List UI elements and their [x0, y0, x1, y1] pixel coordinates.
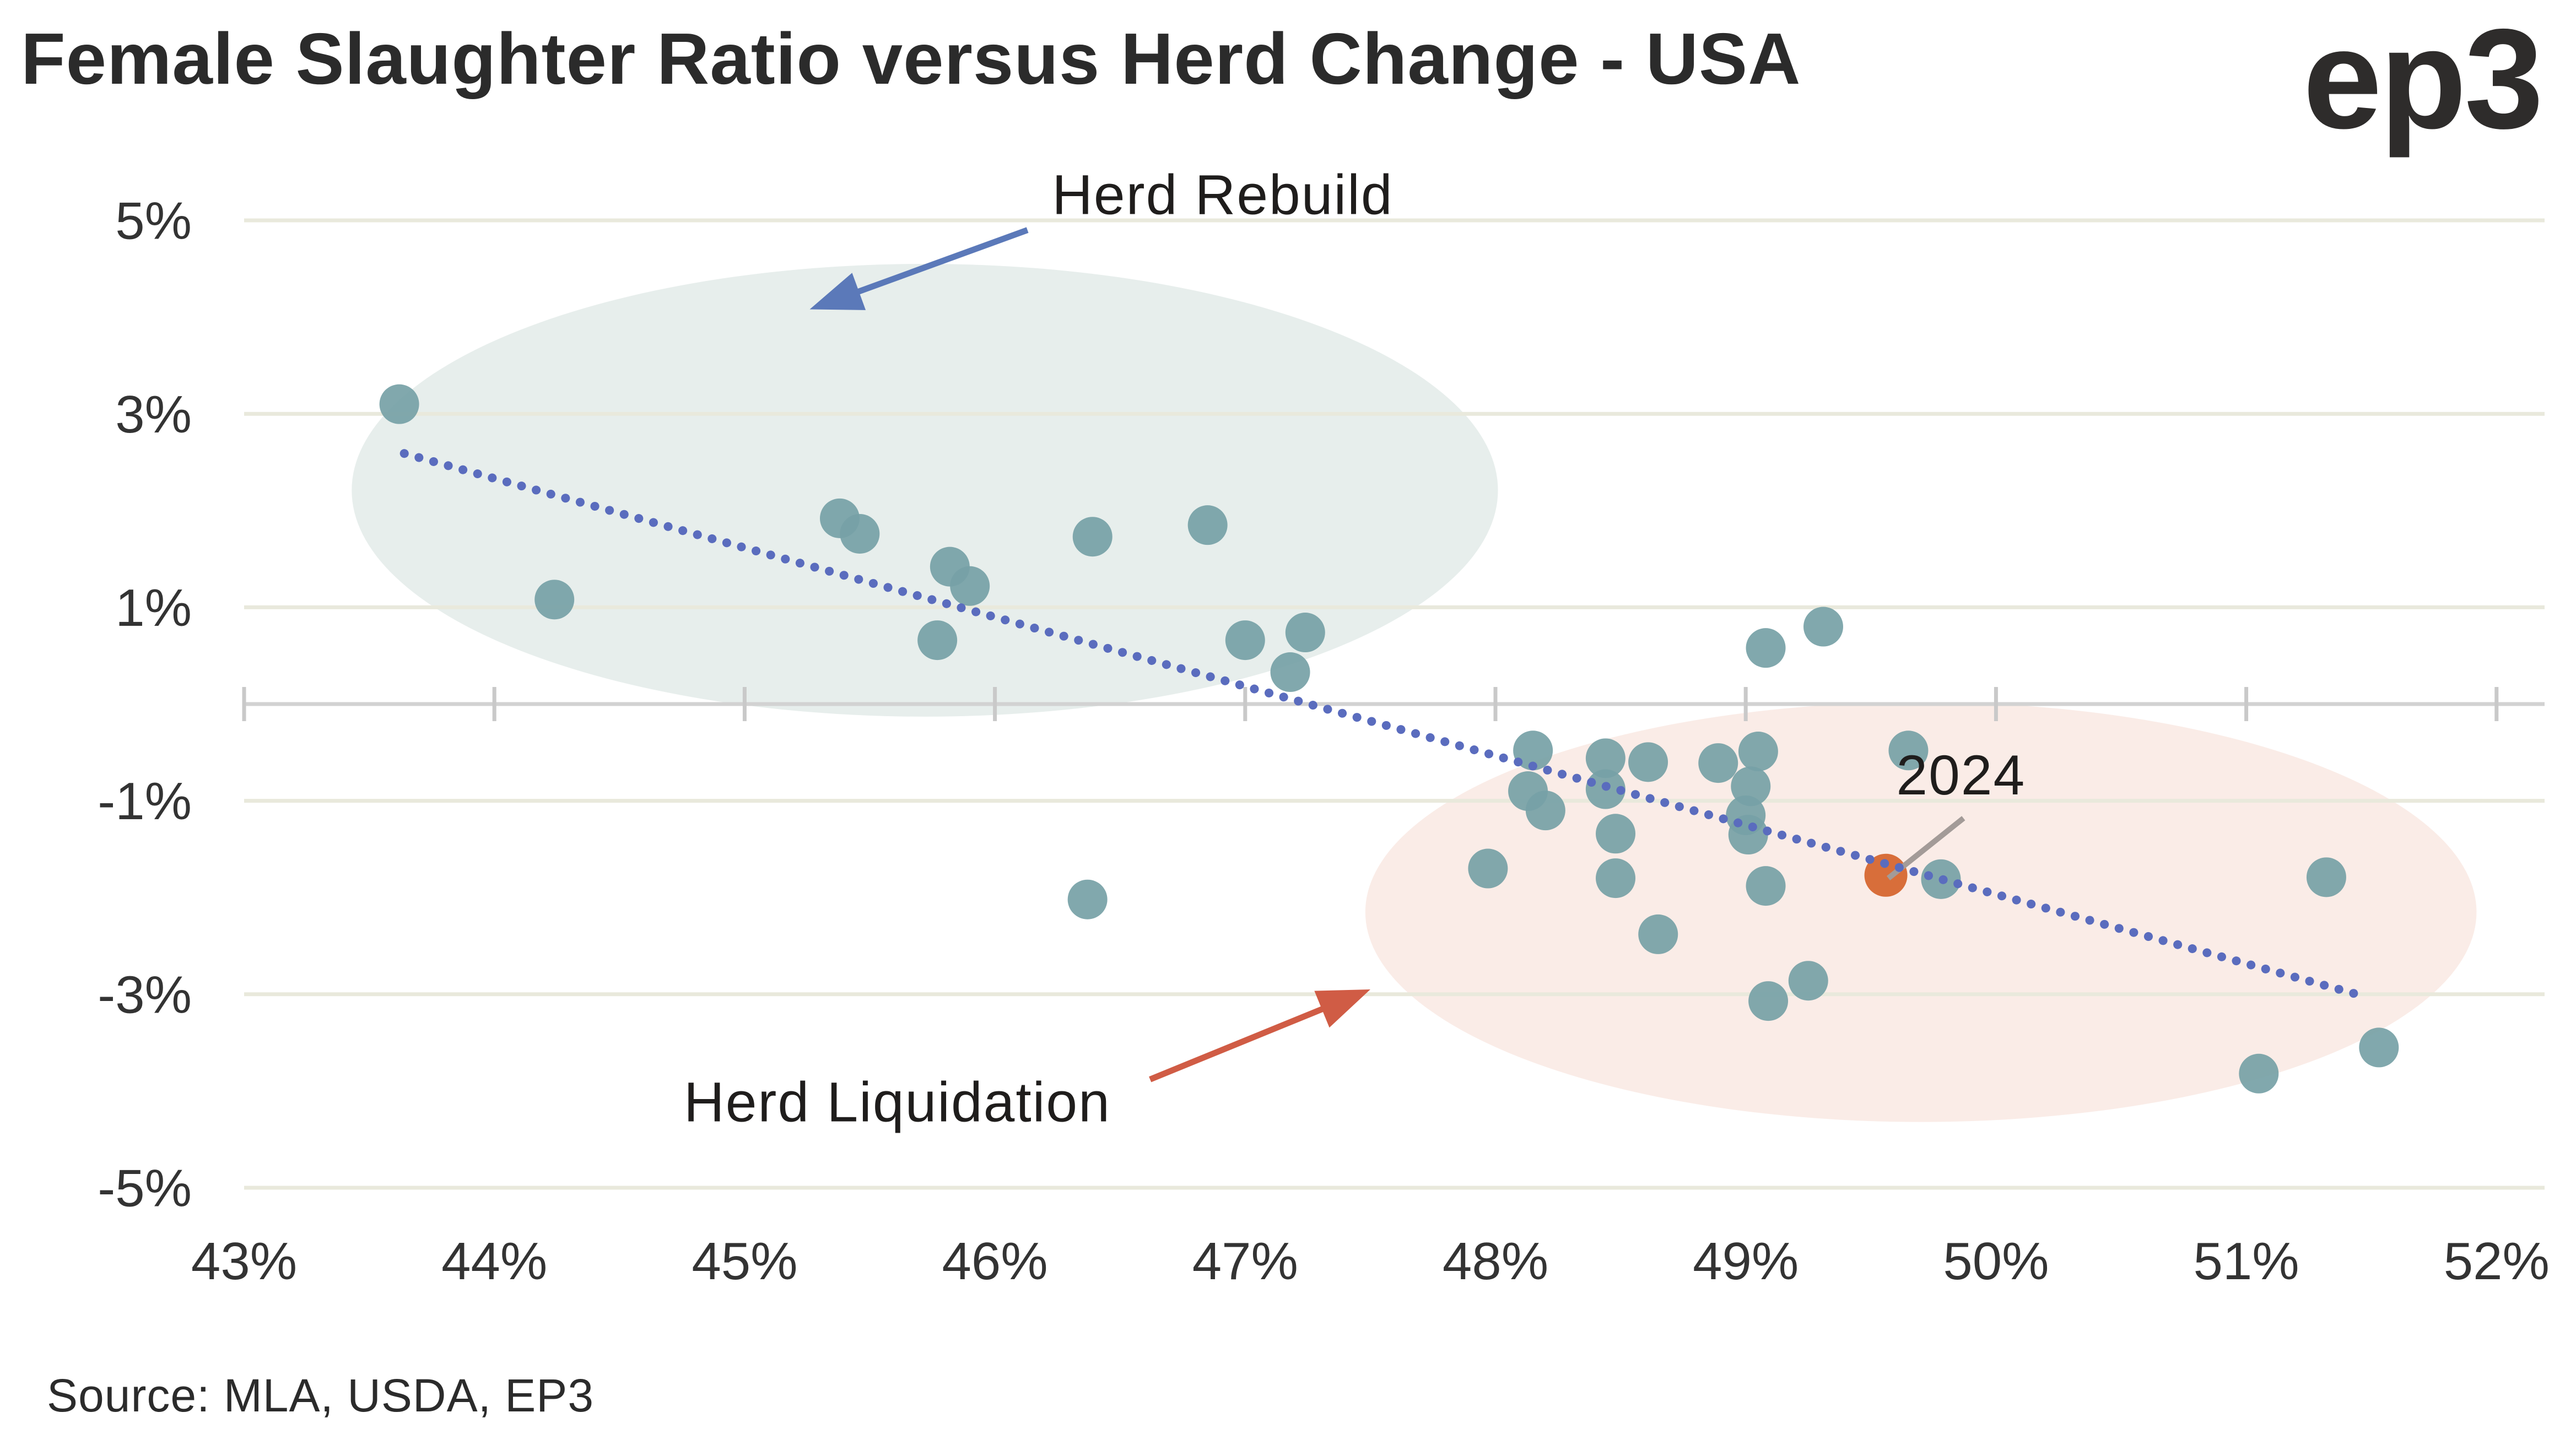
- x-tick-label-45%: 45%: [692, 1232, 797, 1291]
- data-point: [1513, 730, 1553, 771]
- trend-line: [399, 449, 2369, 1001]
- arrow-herd-rebuild-line: [837, 227, 1029, 302]
- data-point: [1628, 742, 1668, 782]
- source-note: Source: MLA, USDA, EP3: [47, 1370, 594, 1421]
- data-point: [950, 566, 990, 606]
- annotation-herd-liquidation: Herd Liquidation: [684, 1070, 1111, 1133]
- x-tick-label-51%: 51%: [2194, 1232, 2299, 1291]
- x-tick-label-44%: 44%: [441, 1232, 547, 1291]
- data-point: [1746, 628, 1786, 668]
- annotation-label-2024: 2024: [1896, 744, 2026, 807]
- data-point: [1225, 620, 1265, 661]
- data-point: [2359, 1027, 2399, 1068]
- data-point: [1698, 743, 1738, 783]
- data-point: [1803, 607, 1844, 647]
- data-point: [1746, 866, 1786, 906]
- annotation-labels: Herd Rebuild Herd Liquidation 2024: [684, 163, 2026, 1133]
- x-tick-label-46%: 46%: [942, 1232, 1048, 1291]
- y-tick-label--5%: -5%: [98, 1159, 192, 1218]
- x-axis: [242, 687, 2545, 721]
- data-point: [1468, 848, 1508, 889]
- data-point: [1525, 791, 1565, 831]
- data-points: [379, 384, 2399, 1094]
- data-point: [1738, 732, 1778, 772]
- data-point: [1270, 652, 1310, 692]
- data-point: [1067, 879, 1108, 919]
- data-point: [534, 580, 575, 620]
- data-point: [917, 620, 958, 661]
- data-point: [379, 384, 419, 424]
- x-tick-label-48%: 48%: [1443, 1232, 1548, 1291]
- x-tick-label-52%: 52%: [2444, 1232, 2550, 1291]
- x-tick-label-43%: 43%: [191, 1232, 297, 1291]
- data-point: [1788, 961, 1828, 1001]
- x-tick-label-49%: 49%: [1693, 1232, 1799, 1291]
- data-point: [1187, 505, 1228, 545]
- annotation-herd-rebuild: Herd Rebuild: [1052, 163, 1393, 226]
- trendline: [399, 449, 2369, 1001]
- arrow-herd-liquidation-line: [1149, 998, 1344, 1083]
- ep3-logo: ep3: [2303, 0, 2541, 159]
- arrow-herd-liquidation-head: [1314, 989, 1370, 1028]
- y-tick-label--3%: -3%: [98, 965, 192, 1024]
- region-herd-liquidation: [1365, 702, 2477, 1122]
- data-point: [1585, 738, 1625, 778]
- highlight-regions: [352, 264, 2477, 1122]
- data-point: [1072, 517, 1113, 557]
- axis-tick-labels: 5% 3% 1% -1% -3% -5% 43% 44% 45% 46% 47% 48% 49% 50% 5…: [98, 192, 2550, 1291]
- data-point: [2239, 1053, 2279, 1094]
- data-point: [1596, 814, 1636, 854]
- data-point: [1596, 858, 1636, 899]
- region-herd-rebuild: [352, 264, 1498, 717]
- data-point: [840, 513, 880, 554]
- gridlines: [244, 218, 2545, 1190]
- y-tick-label--1%: -1%: [98, 772, 192, 831]
- x-tick-label-50%: 50%: [1943, 1232, 2049, 1291]
- data-point: [1285, 613, 1325, 653]
- y-tick-label-1%: 1%: [115, 578, 192, 637]
- data-point: [1748, 981, 1789, 1021]
- data-point: [1638, 914, 1678, 954]
- page-title: Female Slaughter Ratio versus Herd Chang…: [21, 18, 1801, 99]
- y-tick-label-3%: 3%: [115, 385, 192, 444]
- data-point: [2306, 857, 2346, 897]
- x-tick-label-47%: 47%: [1192, 1232, 1298, 1291]
- data-point: [1888, 730, 1929, 771]
- y-tick-label-5%: 5%: [115, 192, 192, 251]
- annotation-arrows: [809, 227, 1370, 1083]
- arrow-herd-rebuild-head: [809, 273, 866, 310]
